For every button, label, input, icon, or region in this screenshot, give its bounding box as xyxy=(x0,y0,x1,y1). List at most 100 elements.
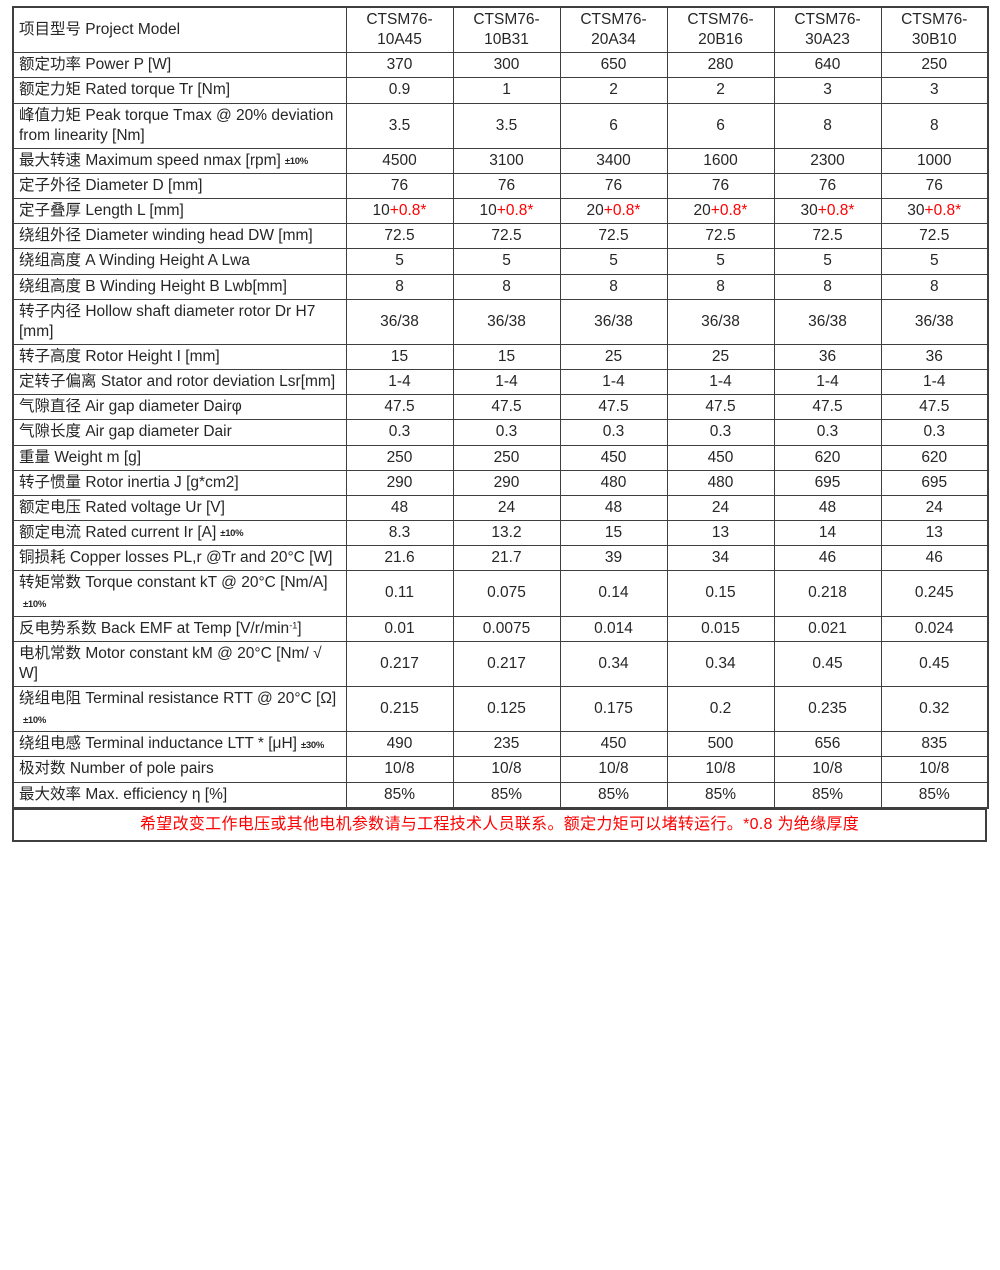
value-cell: 6 xyxy=(559,102,668,149)
value-cell: 1-4 xyxy=(666,369,775,396)
row-label-en: Diameter winding head DW [mm] xyxy=(85,227,313,245)
value-cell: 1-4 xyxy=(559,369,668,396)
row-label-zh: 转子惯量 xyxy=(19,473,82,491)
table-row: 铜损耗 Copper losses PL,r @Tr and 20°C [W] 2… xyxy=(12,545,989,572)
row-label-cell: 铜损耗 Copper losses PL,r @Tr and 20°C [W] xyxy=(12,545,347,572)
value-insulation-suffix: +0.8* xyxy=(817,202,855,220)
value-cell: 24 xyxy=(452,494,561,521)
row-label-cell: 最大转速 Maximum speed nmax [rpm] ±10% xyxy=(12,147,347,174)
row-label-zh: 绕组电阻 xyxy=(19,689,82,707)
value-cell: 85% xyxy=(452,781,561,809)
value-cell: 13.2 xyxy=(452,519,561,547)
value-cell: 10+0.8* xyxy=(345,198,454,225)
value-cell: 0.175 xyxy=(559,685,668,733)
row-label-cell: 定子叠厚 Length L [mm] xyxy=(12,198,347,225)
table-row: 定子叠厚 Length L [mm] 10+0.8* 10+0.8* 20+0.8* 2… xyxy=(12,198,989,225)
value-cell: 76 xyxy=(666,172,775,200)
row-label-zh: 气隙长度 xyxy=(19,423,82,441)
value-cell: 1-4 xyxy=(773,369,882,396)
table-row: 定子外径 Diameter D [mm] 76 76 76 76 76 76 xyxy=(12,172,989,200)
row-label-zh: 转子高度 xyxy=(19,347,82,365)
value-insulation-suffix: +0.8* xyxy=(496,202,534,220)
value-cell: 8.3 xyxy=(345,519,454,547)
row-label-tail: ] xyxy=(297,619,302,637)
row-label-en: Diameter D [mm] xyxy=(85,176,203,194)
value-cell: 24 xyxy=(880,494,989,521)
value-cell: 640 xyxy=(773,52,882,79)
value-cell: 0.3 xyxy=(345,419,454,446)
value-cell: 5 xyxy=(880,248,989,275)
row-tolerance: ±10% xyxy=(23,598,47,610)
row-label-en: Rated current Ir [A] xyxy=(85,523,217,541)
row-label-superscript: -1 xyxy=(289,620,298,632)
row-label-zh: 绕组高度 B xyxy=(19,277,96,295)
table-row: 反电势系数 Back EMF at Temp [V/r/min-1] 0.01 0.… xyxy=(12,615,989,642)
row-label-en: Max. efficiency η [%] xyxy=(85,785,228,803)
table-row: 转子惯量 Rotor inertia J [g*cm2] 290 290 480 480… xyxy=(12,469,989,496)
row-label-zh: 额定电压 xyxy=(19,498,82,516)
row-label-cell: 绕组电阻 Terminal resistance RTT @ 20°C [Ω] ±… xyxy=(12,685,347,733)
row-label-cell: 重量 Weight m [g] xyxy=(12,444,347,471)
table-row: 绕组外径 Diameter winding head DW [mm] 72.5 72… xyxy=(12,223,989,250)
value-cell: 34 xyxy=(666,545,775,572)
value-cell: 72.5 xyxy=(773,223,882,250)
value-cell: 30+0.8* xyxy=(880,198,989,225)
value-cell: 72.5 xyxy=(559,223,668,250)
value-base: 20 xyxy=(586,202,604,220)
row-label-cell: 电机常数 Motor constant kM @ 20°C [Nm/ √ W] xyxy=(12,640,347,687)
table-row: 气隙直径 Air gap diameter Dairφ 47.5 47.5 47.5 4… xyxy=(12,394,989,421)
row-label-en: Motor constant kM @ 20°C [Nm/ √ W] xyxy=(19,644,322,682)
value-cell: 280 xyxy=(666,52,775,79)
value-cell: 15 xyxy=(559,519,668,547)
value-cell: 36/38 xyxy=(452,298,561,345)
value-cell: 3.5 xyxy=(345,102,454,149)
row-label-en: Air gap diameter Dair xyxy=(85,423,232,441)
value-insulation-suffix: +0.8* xyxy=(603,202,641,220)
value-cell: 250 xyxy=(880,52,989,79)
value-base: 10 xyxy=(372,202,390,220)
value-cell: 0.3 xyxy=(559,419,668,446)
table-row: 额定功率 Power P [W] 370 300 650 280 640 250 xyxy=(12,52,989,79)
value-cell: 6 xyxy=(666,102,775,149)
row-label-zh: 峰值力矩 xyxy=(19,106,82,124)
value-cell: 10/8 xyxy=(773,756,882,783)
value-cell: 47.5 xyxy=(559,394,668,421)
row-label-zh: 绕组电感 xyxy=(19,735,82,753)
value-base: 30 xyxy=(907,202,925,220)
value-cell: 0.9 xyxy=(345,77,454,104)
value-cell: 2 xyxy=(559,77,668,104)
value-cell: 0.015 xyxy=(666,615,775,642)
row-label-en: Copper losses PL,r @Tr and 20°C [W] xyxy=(69,549,333,567)
row-label-zh: 转子内径 xyxy=(19,302,82,320)
value-cell: 0.218 xyxy=(773,570,882,617)
header-model-cell: CTSM76-10A45 xyxy=(345,6,454,54)
row-label-zh: 最大效率 xyxy=(19,785,82,803)
value-cell: 0.34 xyxy=(559,640,668,687)
value-base: 20 xyxy=(693,202,711,220)
value-cell: 8 xyxy=(773,102,882,149)
value-cell: 8 xyxy=(345,273,454,300)
value-cell: 36 xyxy=(773,343,882,371)
value-cell: 85% xyxy=(880,781,989,809)
header-model-cell: CTSM76-20A34 xyxy=(559,6,668,54)
table-row: 转子高度 Rotor Height I [mm] 15 15 25 25 36 36 xyxy=(12,343,989,371)
table-row: 转矩常数 Torque constant kT @ 20°C [Nm/A] ±10… xyxy=(12,570,989,617)
value-cell: 0.024 xyxy=(880,615,989,642)
value-cell: 72.5 xyxy=(452,223,561,250)
value-cell: 21.7 xyxy=(452,545,561,572)
value-cell: 370 xyxy=(345,52,454,79)
value-cell: 0.3 xyxy=(773,419,882,446)
value-cell: 3.5 xyxy=(452,102,561,149)
row-label-zh: 铜损耗 xyxy=(19,549,66,567)
value-cell: 25 xyxy=(666,343,775,371)
value-insulation-suffix: +0.8* xyxy=(389,202,427,220)
row-label-zh: 定子外径 xyxy=(19,176,82,194)
value-cell: 24 xyxy=(666,494,775,521)
row-label-en: Winding Height A Lwa xyxy=(99,252,250,270)
value-cell: 5 xyxy=(773,248,882,275)
value-cell: 76 xyxy=(773,172,882,200)
value-cell: 0.3 xyxy=(880,419,989,446)
row-label-zh: 绕组高度 A xyxy=(19,252,95,270)
row-label-en: Back EMF at Temp [V/r/min xyxy=(100,619,290,637)
row-label-zh: 极对数 xyxy=(19,760,66,778)
